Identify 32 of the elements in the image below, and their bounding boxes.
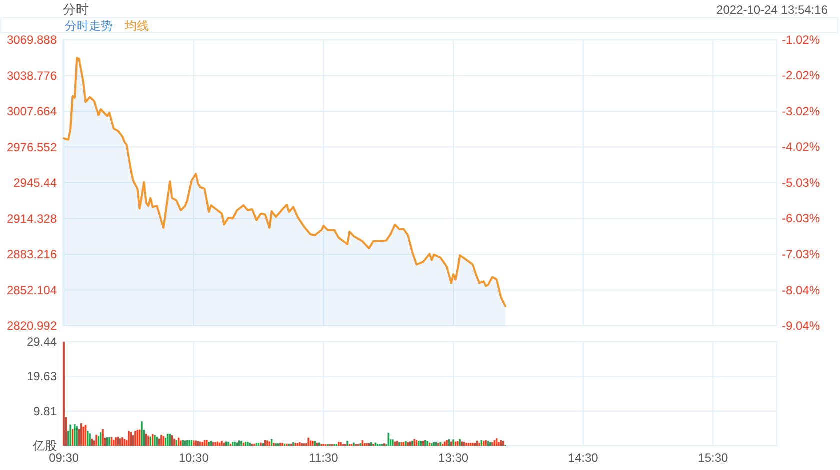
x-tick-label: 15:30 xyxy=(698,451,729,465)
text: 均线 xyxy=(124,19,149,33)
y-tick-label: 3038.776 xyxy=(6,68,58,83)
x-tick-label: 10:30 xyxy=(178,451,210,465)
x-tick-label: 14:30 xyxy=(568,451,599,465)
y-tick-label: 3007.664 xyxy=(6,104,58,118)
y2-tick-label: -9.04% xyxy=(782,319,820,333)
y-tick-label: 2976.552 xyxy=(6,140,58,154)
y-tick-label: 29.44 xyxy=(26,335,58,349)
y2-tick-label: -8.04% xyxy=(782,283,820,298)
y-tick-label: 19.63 xyxy=(26,370,58,384)
y2-tick-label: -2.02% xyxy=(782,68,820,83)
y-tick-label: 3069.888 xyxy=(6,33,58,47)
y2-tick-label: -1.02% xyxy=(782,33,820,47)
chart-title: 分时 xyxy=(63,2,89,17)
y2-tick-label: -3.02% xyxy=(782,104,820,118)
y-axis-title: 亿股 xyxy=(32,439,57,453)
text: 分时走势 xyxy=(65,19,113,33)
y-tick-label: 2945.44 xyxy=(14,176,58,190)
y-tick-label: 2852.104 xyxy=(6,283,58,298)
chart-subtitle: 2022-10-24 13:54:16 xyxy=(716,3,828,17)
y2-tick-label: -4.02% xyxy=(782,140,820,154)
x-tick-label: 09:30 xyxy=(49,451,80,465)
y2-tick-label: -5.03% xyxy=(782,176,820,190)
y-tick-label: 2914.328 xyxy=(6,212,58,226)
y-tick-label: 2820.992 xyxy=(6,319,58,333)
x-tick-label: 11:30 xyxy=(309,451,339,465)
y-tick-label: 9.81 xyxy=(34,404,58,418)
y2-tick-label: -6.03% xyxy=(782,212,820,226)
y-tick-label: 2883.216 xyxy=(6,248,58,262)
y2-tick-label: -7.03% xyxy=(782,247,820,262)
x-tick-label: 13:30 xyxy=(438,451,469,465)
